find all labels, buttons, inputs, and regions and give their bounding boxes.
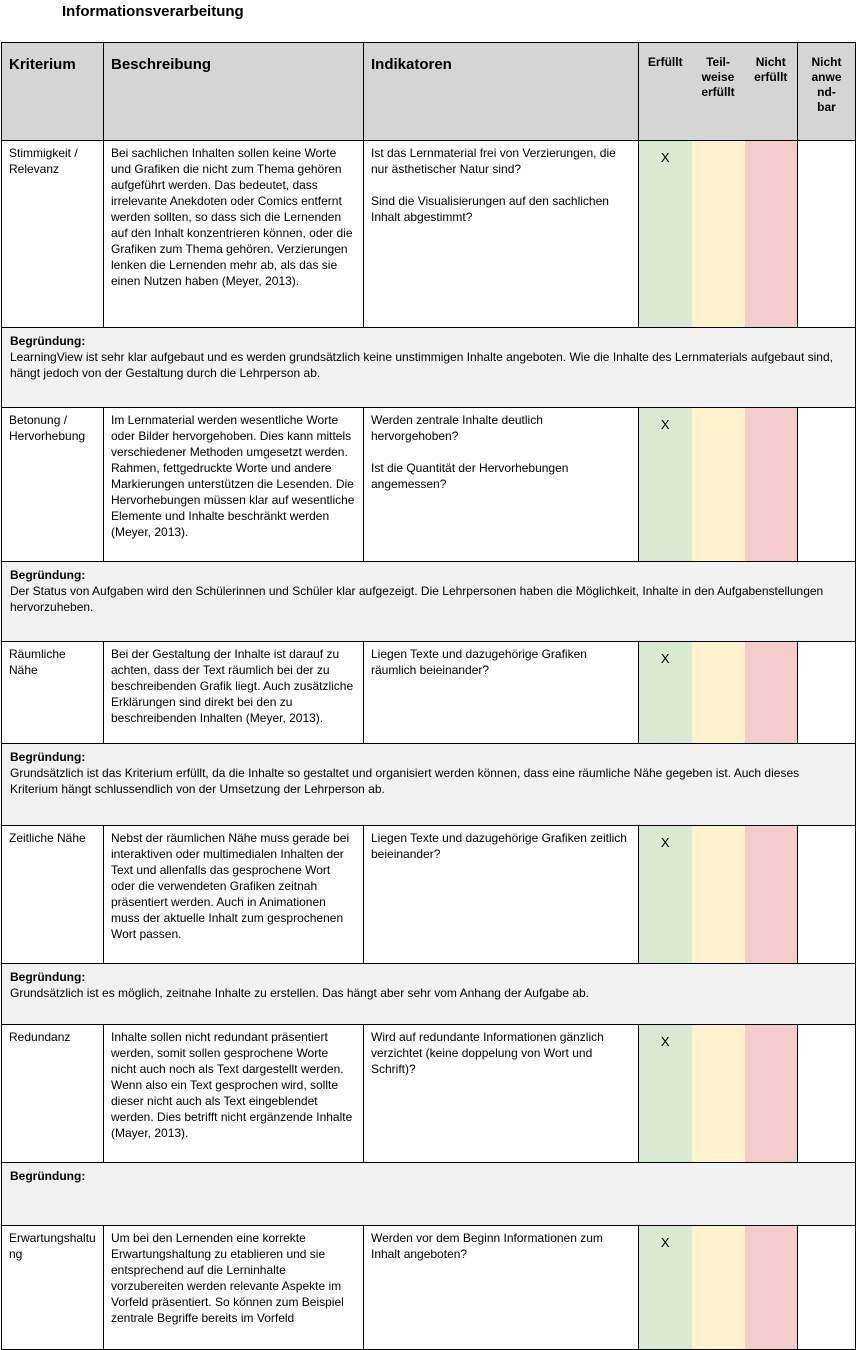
- status-cell-teilweise: [691, 140, 745, 328]
- justification-label: Begründung:: [10, 334, 86, 348]
- justification-text: Grundsätzlich ist das Kriterium erfüllt,…: [10, 765, 800, 796]
- criterion-row-erwartungshaltung: Erwartungshaltung Um bei den Lernenden e…: [1, 1225, 856, 1350]
- status-cell-nicht-erfuellt: [744, 641, 798, 744]
- criterion-name: Erwartungshaltung: [1, 1225, 104, 1350]
- criterion-row-raeumliche-naehe: Räumliche Nähe Bei der Gestaltung der In…: [1, 641, 856, 744]
- criterion-description: Bei der Gestaltung der Inhalte ist darau…: [103, 641, 364, 744]
- status-cell-teilweise: [691, 1225, 745, 1350]
- justification-cell: Begründung: Grundsätzlich ist es möglich…: [1, 963, 856, 1025]
- status-cell-nicht-anwendbar: [797, 407, 856, 562]
- justification-text: Der Status von Aufgaben wird den Schüler…: [10, 583, 824, 614]
- justification-label: Begründung:: [10, 970, 86, 984]
- criterion-row-stimmigkeit-relevanz: Stimmigkeit / Relevanz Bei sachlichen In…: [1, 140, 856, 328]
- criterion-indicators: Liegen Texte und dazugehörige Grafiken r…: [363, 641, 639, 744]
- criterion-description: Nebst der räumlichen Nähe muss gerade be…: [103, 825, 364, 964]
- column-header-nicht-erfuellt: Nicht erfüllt: [744, 42, 798, 141]
- status-cell-erfuellt: X: [638, 140, 692, 328]
- justification-row: Begründung: LearningView ist sehr klar a…: [1, 327, 856, 408]
- status-cell-teilweise: [691, 1024, 745, 1163]
- criterion-name: Stimmigkeit / Relevanz: [1, 140, 104, 328]
- status-cell-nicht-erfuellt: [744, 407, 798, 562]
- criterion-description: Bei sachlichen Inhalten sollen keine Wor…: [103, 140, 364, 328]
- justification-cell: Begründung: Der Status von Aufgaben wird…: [1, 561, 856, 642]
- justification-label: Begründung:: [10, 568, 86, 582]
- criterion-name: Zeitliche Nähe: [1, 825, 104, 964]
- justification-text: Grundsätzlich ist es möglich, zeitnahe I…: [10, 985, 590, 1000]
- column-header-kriterium: Kriterium: [1, 42, 104, 141]
- justification-row: Begründung:: [1, 1162, 856, 1226]
- justification-cell: Begründung: LearningView ist sehr klar a…: [1, 327, 856, 408]
- justification-cell: Begründung: Grundsätzlich ist das Kriter…: [1, 743, 856, 826]
- status-cell-nicht-erfuellt: [744, 1024, 798, 1163]
- column-header-indikatoren: Indikatoren: [363, 42, 639, 141]
- status-cell-nicht-erfuellt: [744, 140, 798, 328]
- justification-row: Begründung: Grundsätzlich ist es möglich…: [1, 963, 856, 1025]
- status-cell-teilweise: [691, 641, 745, 744]
- criterion-name: Betonung / Hervorhebung: [1, 407, 104, 562]
- justification-label: Begründung:: [10, 1169, 86, 1183]
- criterion-indicators: Werden zentrale Inhalte deutlich hervorg…: [363, 407, 639, 562]
- status-cell-nicht-anwendbar: [797, 1225, 856, 1350]
- status-cell-erfuellt: X: [638, 1225, 692, 1350]
- status-cell-nicht-anwendbar: [797, 825, 856, 964]
- column-header-nicht-anwendbar: Nicht anwe nd- bar: [797, 42, 856, 141]
- status-cell-erfuellt: X: [638, 1024, 692, 1163]
- justification-row: Begründung: Grundsätzlich ist das Kriter…: [1, 743, 856, 826]
- column-header-teilweise-erfuellt: Teil- weise erfüllt: [691, 42, 745, 141]
- criterion-name: Redundanz: [1, 1024, 104, 1163]
- justification-cell: Begründung:: [1, 1162, 856, 1226]
- column-header-erfuellt: Erfüllt: [638, 42, 692, 141]
- justification-row: Begründung: Der Status von Aufgaben wird…: [1, 561, 856, 642]
- status-cell-nicht-erfuellt: [744, 825, 798, 964]
- status-cell-erfuellt: X: [638, 825, 692, 964]
- justification-text: LearningView ist sehr klar aufgebaut und…: [10, 349, 833, 380]
- status-cell-teilweise: [691, 407, 745, 562]
- criterion-row-redundanz: Redundanz Inhalte sollen nicht redundant…: [1, 1024, 856, 1163]
- status-cell-teilweise: [691, 825, 745, 964]
- status-cell-nicht-erfuellt: [744, 1225, 798, 1350]
- evaluation-rubric-table: Kriterium Beschreibung Indikatoren Erfül…: [1, 42, 856, 1350]
- status-cell-erfuellt: X: [638, 641, 692, 744]
- status-cell-erfuellt: X: [638, 407, 692, 562]
- status-cell-nicht-anwendbar: [797, 140, 856, 328]
- criterion-description: Inhalte sollen nicht redundant präsentie…: [103, 1024, 364, 1163]
- status-cell-nicht-anwendbar: [797, 641, 856, 744]
- criterion-row-zeitliche-naehe: Zeitliche Nähe Nebst der räumlichen Nähe…: [1, 825, 856, 964]
- criterion-name: Räumliche Nähe: [1, 641, 104, 744]
- criterion-description: Um bei den Lernenden eine korrekte Erwar…: [103, 1225, 364, 1350]
- criterion-indicators: Ist das Lernmaterial frei von Verzierung…: [363, 140, 639, 328]
- column-header-beschreibung: Beschreibung: [103, 42, 364, 141]
- criterion-indicators: Liegen Texte und dazugehörige Grafiken z…: [363, 825, 639, 964]
- criterion-description: Im Lernmaterial werden wesentliche Worte…: [103, 407, 364, 562]
- page-title: Informationsverarbeitung: [62, 3, 244, 20]
- criterion-indicators: Werden vor dem Beginn Informationen zum …: [363, 1225, 639, 1350]
- criterion-row-betonung-hervorhebung: Betonung / Hervorhebung Im Lernmaterial …: [1, 407, 856, 562]
- status-cell-nicht-anwendbar: [797, 1024, 856, 1163]
- criterion-indicators: Wird auf redundante Informationen gänzli…: [363, 1024, 639, 1163]
- justification-label: Begründung:: [10, 750, 86, 764]
- table-header-row: Kriterium Beschreibung Indikatoren Erfül…: [1, 42, 856, 141]
